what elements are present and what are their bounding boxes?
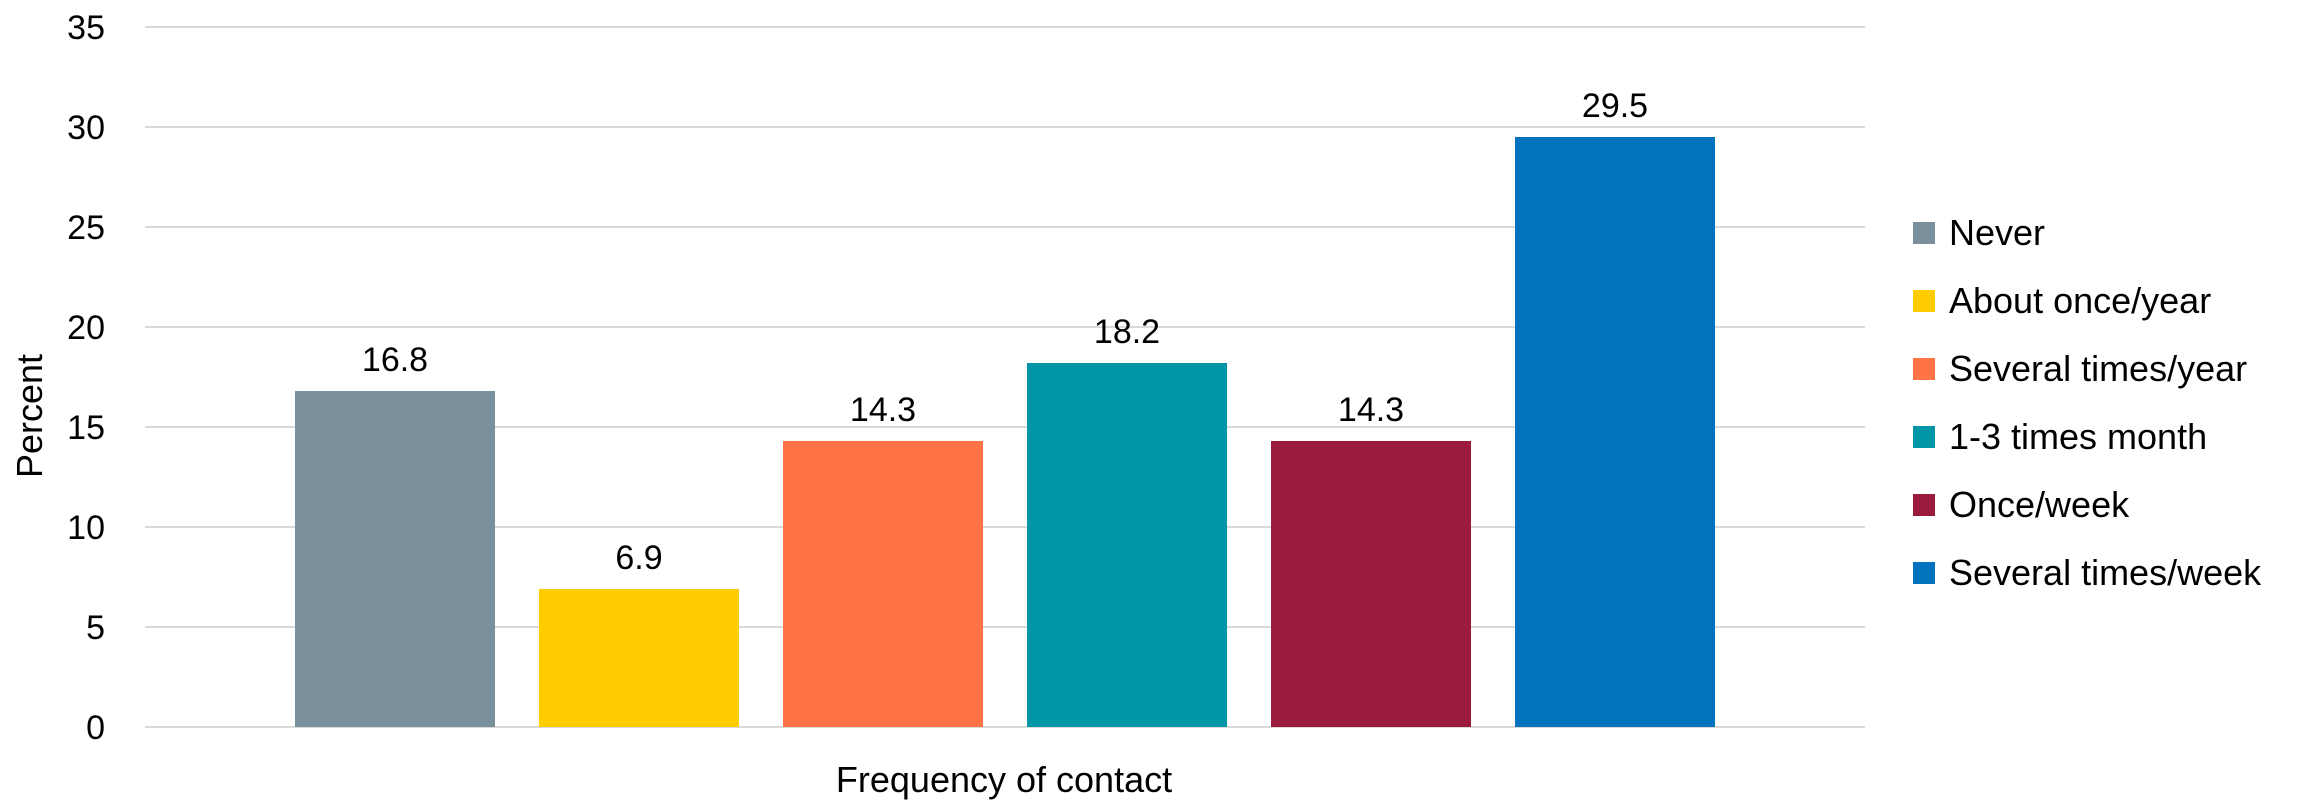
- legend-label: Several times/year: [1949, 348, 2247, 389]
- data-label: 6.9: [615, 539, 662, 577]
- x-axis-title: Frequency of contact: [836, 759, 1172, 800]
- data-label: 16.8: [362, 341, 428, 379]
- y-tick-label: 35: [67, 9, 105, 47]
- y-tick-label: 25: [67, 209, 105, 247]
- legend-label: Once/week: [1949, 484, 2130, 525]
- legend-swatch: [1913, 494, 1935, 516]
- legend-label: Never: [1949, 212, 2045, 253]
- data-label: 14.3: [1338, 391, 1404, 429]
- y-tick-label: 10: [67, 509, 105, 547]
- bar-1-3-times-month: [1027, 363, 1227, 727]
- bar-about-once-year: [539, 589, 739, 727]
- legend-swatch: [1913, 290, 1935, 312]
- data-label: 18.2: [1094, 313, 1160, 351]
- legend-swatch: [1913, 562, 1935, 584]
- y-axis-ticks: 0 5 10 15 20 25 30 35: [67, 9, 105, 747]
- legend-label: About once/year: [1949, 280, 2211, 321]
- data-label: 29.5: [1582, 87, 1648, 125]
- bars: [295, 137, 1715, 727]
- data-labels: 16.8 6.9 14.3 18.2 14.3 29.5: [362, 87, 1648, 577]
- legend-swatch: [1913, 358, 1935, 380]
- bar-once-week: [1271, 441, 1471, 727]
- legend-label: 1-3 times month: [1949, 416, 2207, 457]
- y-tick-label: 0: [86, 709, 105, 747]
- bar-never: [295, 391, 495, 727]
- bar-several-times-week: [1515, 137, 1715, 727]
- y-axis-title: Percent: [9, 354, 50, 478]
- y-tick-label: 20: [67, 309, 105, 347]
- legend-swatch: [1913, 426, 1935, 448]
- y-tick-label: 5: [86, 609, 105, 647]
- bar-several-times-year: [783, 441, 983, 727]
- legend-label: Several times/week: [1949, 552, 2262, 593]
- y-tick-label: 30: [67, 109, 105, 147]
- data-label: 14.3: [850, 391, 916, 429]
- legend-swatch: [1913, 222, 1935, 244]
- y-tick-label: 15: [67, 409, 105, 447]
- legend: Never About once/year Several times/year 1-…: [1913, 212, 2262, 593]
